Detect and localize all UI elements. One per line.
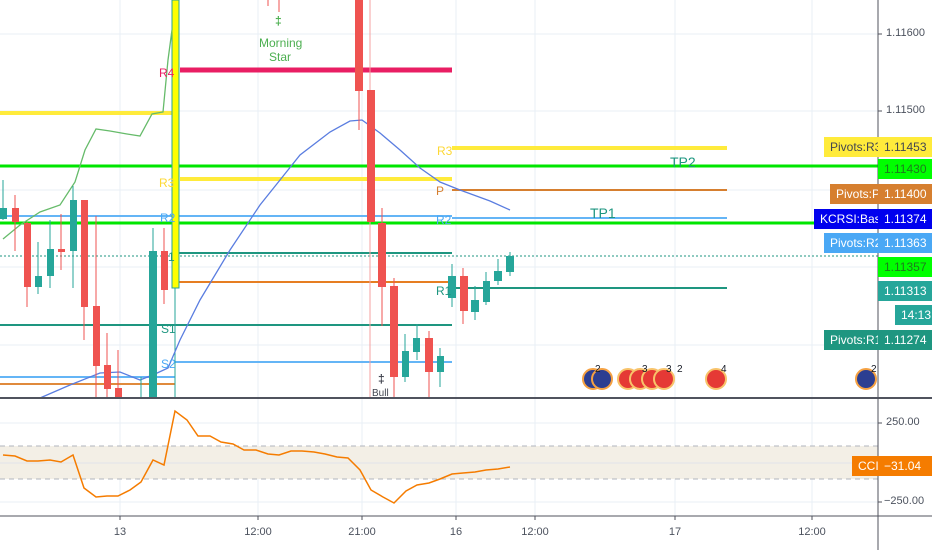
eu-flag-icon xyxy=(591,368,613,390)
cci-line xyxy=(2,409,511,504)
event-count: 4 xyxy=(721,364,727,375)
pivot-p-value-tag: 1.11400 xyxy=(878,184,932,204)
pivot-r2-name-tag: Pivots:R2 xyxy=(824,233,881,253)
pivot-p-name-tag: Pivots:P xyxy=(830,184,880,204)
cci-value-tag: −31.04 xyxy=(878,456,932,476)
cci-tick: 250.00 xyxy=(886,416,920,428)
cci-tick: −250.00 xyxy=(884,495,925,507)
pivot-r3-name-tag: Pivots:R3 xyxy=(824,137,881,157)
pivot-label-r2-current: R2 xyxy=(436,213,452,227)
bar-countdown-tag: 14:13 xyxy=(895,305,932,325)
tp2-label: TP2 xyxy=(670,154,696,170)
current-pivot-lines xyxy=(452,146,727,289)
kcrsi-basis-name-tag: KCRSI:Basis xyxy=(814,209,889,229)
event-count: 3 xyxy=(642,364,648,375)
cci-name-tag: CCI xyxy=(852,456,879,476)
event-count: 2 xyxy=(595,364,601,375)
pivot-r2-value-tag: 1.11363 xyxy=(878,233,932,253)
time-tick: 12:00 xyxy=(798,526,826,538)
pivot-label-s2: S2 xyxy=(161,357,176,371)
tick-marks xyxy=(119,33,882,520)
pivot-r3-value-tag: 1.11453 xyxy=(878,137,932,157)
us-flag-icon xyxy=(653,368,675,390)
gridlines xyxy=(0,0,878,516)
time-tick: 21:00 xyxy=(348,526,376,538)
pattern-arrow-icon: ‡ xyxy=(378,372,385,386)
time-tick: 12:00 xyxy=(244,526,272,538)
pivot-label-r1: 1 xyxy=(168,250,175,264)
pivot-label-r3: R3 xyxy=(159,176,175,190)
take-profit-lines[interactable] xyxy=(0,164,878,225)
pivot-r1-name-tag: Pivots:R1 xyxy=(824,330,881,350)
economic-events[interactable] xyxy=(582,368,877,390)
us-flag-icon xyxy=(705,368,727,390)
event-count: 3 xyxy=(666,364,672,375)
tp1-label: TP1 xyxy=(590,205,616,221)
morning-star-label: Star xyxy=(269,50,292,64)
pivot-label-r3-current: R3 xyxy=(437,144,453,158)
event-count: 2 xyxy=(871,364,877,375)
pattern-arrow-icon: ‡ xyxy=(275,14,282,28)
eu-flag-icon xyxy=(855,368,877,390)
event-count: 2 xyxy=(677,364,683,375)
pivot-label-s1: S1 xyxy=(161,322,176,336)
time-tick: 17 xyxy=(668,526,682,538)
pivot-label-r2: R2 xyxy=(160,211,176,225)
tp1-value-tag: 1.11357 xyxy=(878,257,932,277)
session-marker xyxy=(171,0,180,289)
time-tick: 13 xyxy=(113,526,127,538)
pivot-label-p-current: P xyxy=(436,184,445,198)
pivot-label-r4: R4 xyxy=(159,66,175,80)
price-tick: 1.11600 xyxy=(886,27,925,39)
upper-band-line xyxy=(2,29,173,240)
keltner-basis-line xyxy=(39,119,511,399)
last-price-tag: 1.11313 xyxy=(878,281,932,301)
pivot-r1-value-tag: 1.11274 xyxy=(878,330,932,350)
time-tick: 16 xyxy=(449,526,463,538)
morning-star-label: Morning xyxy=(259,36,303,50)
kcrsi-basis-value-tag: 1.11374 xyxy=(878,209,932,229)
time-tick: 12:00 xyxy=(521,526,549,538)
candles xyxy=(0,0,514,398)
tp2-value-tag: 1.11430 xyxy=(878,159,932,179)
pivot-label-r1-current: R1 xyxy=(436,284,452,298)
price-tick: 1.11500 xyxy=(886,104,925,116)
bull-pattern-label: Bull xyxy=(372,388,389,398)
